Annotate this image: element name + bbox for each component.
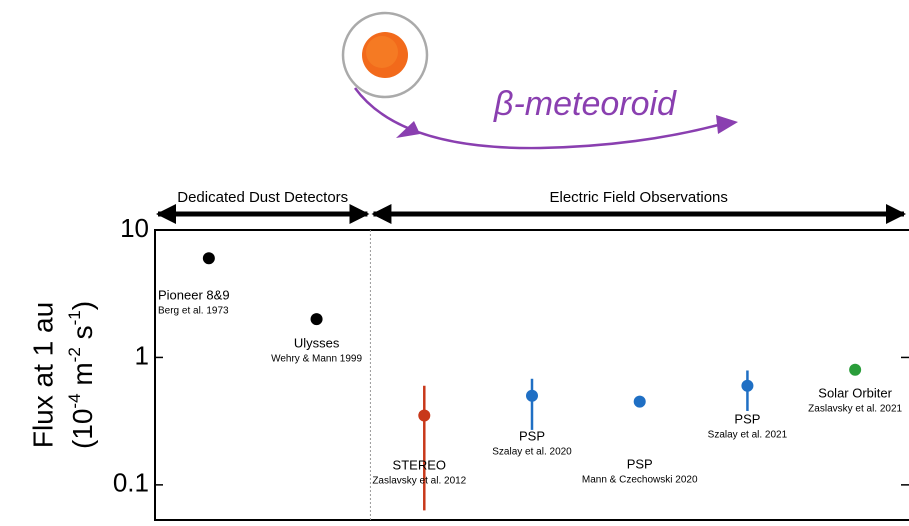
data-point bbox=[633, 395, 646, 408]
point-citation: Berg et al. 1973 bbox=[158, 306, 229, 317]
data-point bbox=[202, 252, 215, 265]
point-label: PSP bbox=[519, 428, 545, 443]
y-axis-label: Flux at 1 au bbox=[27, 302, 58, 448]
unit-exponent: -2 bbox=[65, 347, 84, 362]
point-citation: Zaslavsky et al. 2021 bbox=[808, 404, 902, 415]
point-citation: Mann & Czechowski 2020 bbox=[582, 475, 698, 486]
unit-text: s bbox=[67, 325, 98, 347]
point-label: Pioneer 8&9 bbox=[158, 287, 230, 302]
sun-illustration bbox=[341, 11, 738, 150]
y-tick-label: 1 bbox=[135, 340, 149, 370]
annotation: β-meteoroid bbox=[493, 85, 677, 123]
point-citation: Wehry & Mann 1999 bbox=[271, 354, 362, 365]
unit-exponent: -1 bbox=[65, 310, 84, 325]
region-label: Electric Field Observations bbox=[550, 189, 728, 206]
data-point bbox=[526, 389, 538, 402]
data-point bbox=[741, 379, 754, 392]
data-point bbox=[849, 363, 862, 376]
point-citation: Szalay et al. 2021 bbox=[708, 430, 788, 441]
point-label: PSP bbox=[627, 456, 653, 471]
unit-text: m bbox=[67, 362, 98, 393]
y-axis-units: (10-4 m-2 s-1) bbox=[65, 301, 98, 449]
plot-frame bbox=[154, 229, 909, 521]
point-label: Solar Orbiter bbox=[818, 385, 892, 400]
point-citation: Szalay et al. 2020 bbox=[492, 447, 572, 458]
y-tick-label: 10 bbox=[120, 213, 149, 243]
data-point bbox=[310, 313, 323, 326]
point-citation: Zaslavsky et al. 2012 bbox=[372, 476, 466, 487]
y-tick-label: 0.1 bbox=[113, 468, 149, 498]
region-label: Dedicated Dust Detectors bbox=[177, 189, 348, 206]
unit-text: (10 bbox=[67, 409, 98, 449]
point-label: PSP bbox=[734, 411, 760, 426]
point-label: Ulysses bbox=[294, 335, 340, 350]
point-label: STEREO bbox=[393, 457, 446, 472]
data-point bbox=[418, 409, 431, 422]
unit-text: ) bbox=[67, 301, 98, 310]
unit-exponent: -4 bbox=[65, 393, 84, 408]
